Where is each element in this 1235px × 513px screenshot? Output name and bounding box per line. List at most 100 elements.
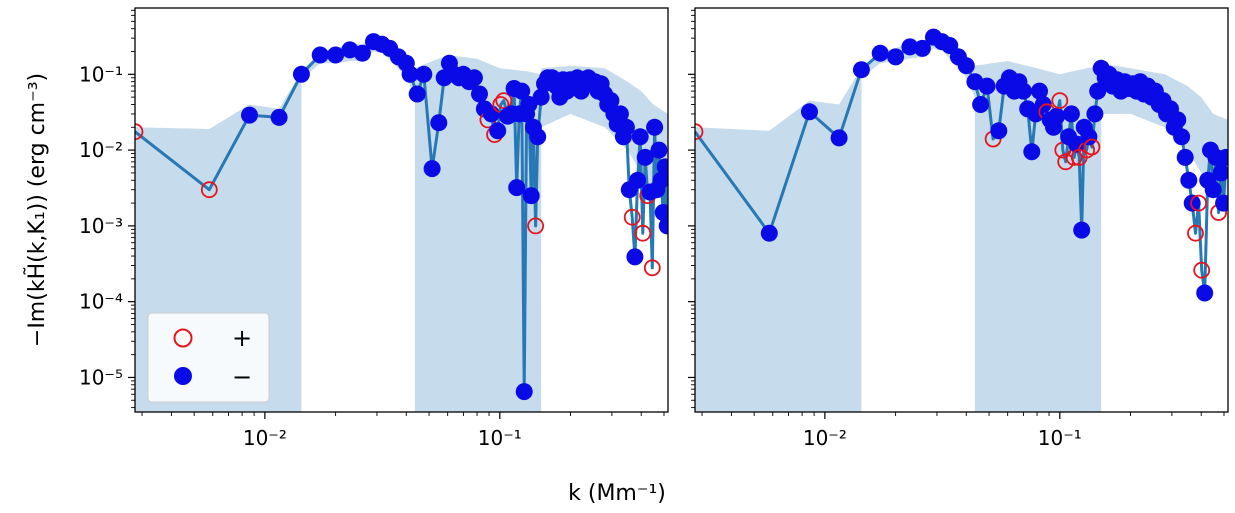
marker-negative: [1068, 135, 1086, 153]
x-tick-label: 10⁻²: [803, 426, 847, 450]
marker-negative: [852, 61, 870, 79]
marker-negative: [1212, 164, 1228, 182]
x-tick-label: 10⁻²: [243, 426, 287, 450]
y-tick-label: 10⁻⁴: [79, 290, 123, 314]
marker-negative: [617, 118, 635, 136]
marker-negative: [522, 187, 540, 205]
marker-negative: [972, 96, 990, 113]
marker-positive: [634, 224, 652, 242]
marker-negative: [1196, 284, 1214, 302]
marker-negative: [430, 114, 448, 132]
marker-negative: [646, 118, 664, 136]
marker-positive: [623, 208, 641, 226]
legend: + −: [147, 312, 270, 403]
x-axis-ticks-left: 10⁻² 10⁻¹: [141, 412, 665, 450]
marker-negative: [1204, 181, 1222, 199]
marker-negative: [650, 141, 668, 159]
marker-negative: [1014, 82, 1032, 100]
marker-negative: [990, 122, 1008, 140]
x-axis-label: k (Mm⁻¹): [568, 481, 666, 506]
y-axis-label: −Im(kH̃(k,K₁)) (erg cm⁻³): [24, 73, 50, 347]
marker-negative: [913, 39, 931, 57]
marker-positive: [135, 123, 144, 141]
plot-frame-left: [134, 7, 669, 413]
marker-negative: [401, 65, 419, 83]
marker-negative: [760, 224, 778, 242]
marker-negative: [292, 65, 310, 83]
marker-negative: [423, 160, 441, 178]
marker-negative: [515, 383, 533, 401]
marker-negative: [489, 122, 507, 140]
y-axis-ticks-right: [688, 9, 695, 409]
marker-negative: [1062, 105, 1080, 123]
marker-negative: [871, 44, 889, 62]
marker-negative: [957, 57, 975, 75]
marker-negative: [1086, 105, 1104, 123]
x-tick-label: 10⁻¹: [478, 426, 522, 450]
y-axis-ticks-left: 10⁻¹ 10⁻² 10⁻³ 10⁻⁴ 10⁻⁵: [79, 9, 135, 409]
marker-negative: [1217, 148, 1228, 166]
marker-negative: [327, 46, 345, 64]
marker-negative: [1173, 128, 1191, 146]
y-tick-label: 10⁻⁵: [79, 365, 123, 389]
marker-negative: [508, 179, 526, 197]
marker-negative: [1048, 107, 1066, 125]
marker-negative: [241, 106, 258, 124]
marker-negative: [1215, 194, 1228, 212]
marker-negative: [656, 158, 668, 176]
marker-negative: [529, 128, 547, 146]
marker-negative: [353, 44, 371, 62]
marker-negative: [520, 96, 538, 113]
marker-negative: [652, 171, 668, 189]
marker-positive: [200, 181, 218, 199]
marker-positive: [1193, 261, 1211, 279]
marker-negative: [654, 204, 668, 221]
marker-negative: [1183, 194, 1201, 212]
legend-marker-positive: [173, 328, 193, 348]
marker-negative: [626, 248, 644, 266]
marker-negative: [611, 105, 629, 123]
marker-negative: [1073, 221, 1091, 239]
marker-negative: [311, 46, 329, 64]
marker-negative: [830, 129, 848, 147]
panel-right: 10⁻² 10⁻¹: [688, 7, 1229, 450]
x-axis-ticks-right: 10⁻² 10⁻¹: [701, 412, 1225, 450]
marker-negative: [1023, 143, 1041, 161]
marker-negative: [513, 82, 531, 100]
marker-negative: [1031, 82, 1048, 100]
marker-negative: [658, 217, 668, 235]
x-tick-label: 10⁻¹: [1038, 426, 1082, 450]
marker-negative: [1176, 148, 1194, 166]
marker-positive: [643, 259, 661, 277]
marker-negative: [801, 103, 818, 121]
marker-negative: [415, 65, 433, 83]
marker-positive: [527, 217, 544, 235]
marker-negative: [901, 38, 919, 56]
marker-negative: [636, 148, 654, 166]
y-tick-label: 10⁻³: [79, 214, 123, 238]
legend-label-negative: −: [232, 363, 252, 391]
marker-negative: [631, 128, 649, 146]
marker-positive: [1187, 224, 1204, 242]
marker-negative: [1180, 171, 1198, 189]
marker-negative: [602, 92, 620, 110]
marker-negative: [408, 85, 426, 103]
marker-positive: [1083, 138, 1101, 156]
marker-negative: [532, 88, 550, 106]
marker-negative: [978, 77, 996, 95]
marker-negative: [270, 108, 288, 126]
marker-negative: [465, 69, 483, 87]
marker-positive: [495, 92, 513, 109]
marker-negative: [1089, 82, 1107, 100]
markers-right: [695, 28, 1228, 302]
legend-label-positive: +: [232, 324, 252, 352]
plot-frame-right: [694, 7, 1229, 413]
marker-positive: [1190, 194, 1207, 212]
marker-positive: [1051, 92, 1069, 109]
legend-marker-negative: [174, 367, 192, 385]
y-tick-label: 10⁻²: [79, 138, 123, 162]
markers-left: [135, 33, 668, 401]
marker-positive: [695, 123, 704, 141]
marker-negative: [1169, 111, 1187, 129]
